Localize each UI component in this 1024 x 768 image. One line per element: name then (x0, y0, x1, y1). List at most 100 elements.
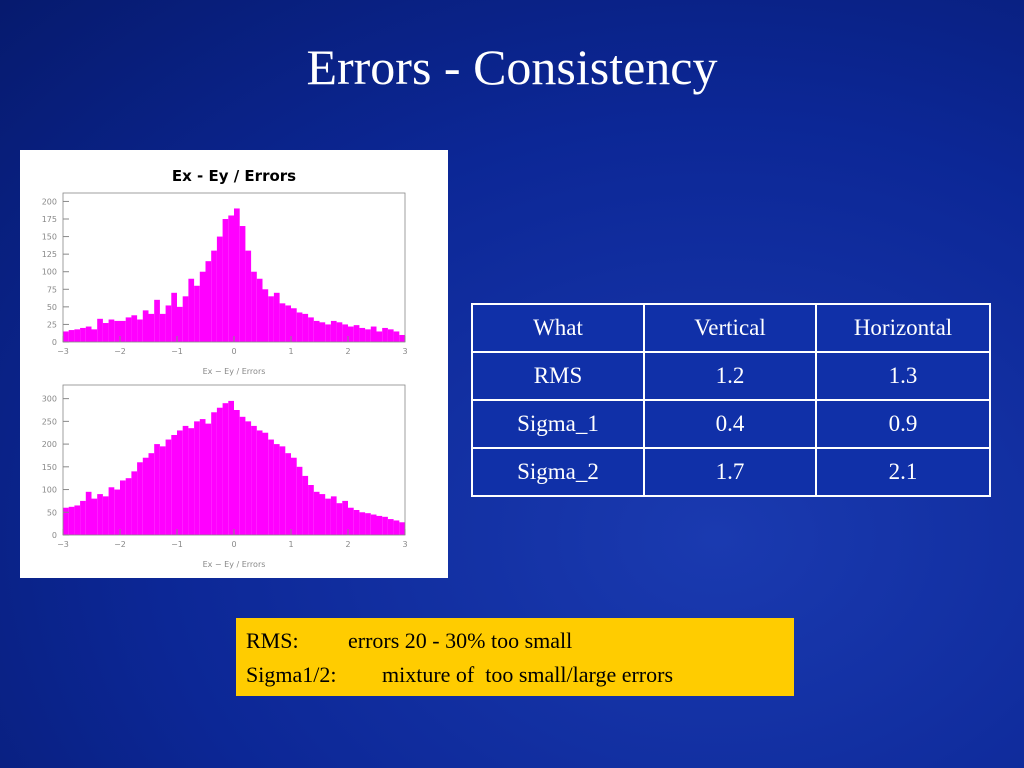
histogram-bar (291, 457, 297, 535)
x-tick-label: −3 (57, 347, 69, 356)
histogram-bar (376, 331, 383, 342)
histogram-bar (285, 453, 291, 535)
histogram-bar (194, 421, 200, 535)
y-tick-label: 150 (42, 463, 57, 472)
histogram-bar (159, 446, 166, 535)
x-tick-label: 1 (288, 347, 293, 356)
note-text: mixture of too small/large errors (382, 662, 674, 687)
histogram-bar (302, 475, 309, 535)
histogram-bar (171, 292, 177, 342)
histogram-bar (308, 317, 314, 342)
histogram-bar (387, 329, 394, 342)
histogram-bar (211, 412, 217, 535)
histogram-bar (154, 299, 160, 342)
histogram-bar (256, 430, 263, 535)
histogram-bar (353, 325, 360, 342)
histogram-bar (387, 519, 394, 535)
histogram-bar (199, 419, 206, 535)
histogram-bar (131, 471, 138, 535)
histogram-bar (228, 215, 234, 342)
histogram-bar (85, 326, 92, 342)
histogram-bar (279, 303, 286, 342)
histogram-bar (177, 306, 183, 342)
histogram-bar (91, 498, 98, 535)
x-tick-label: 0 (231, 540, 236, 549)
y-tick-label: 0 (52, 531, 57, 540)
y-tick-label: 0 (52, 338, 57, 347)
y-tick-label: 250 (42, 417, 57, 426)
histogram-bar (234, 208, 240, 342)
histogram-bar (108, 319, 115, 342)
cell: Sigma_1 (471, 399, 645, 449)
histogram-bar (376, 515, 383, 535)
cell: 0.9 (815, 399, 991, 449)
histogram-bar (120, 480, 126, 535)
slide-title: Errors - Consistency (306, 39, 718, 95)
histogram-bar (279, 446, 286, 535)
cell: 1.3 (815, 351, 991, 401)
histogram-bar (205, 261, 212, 342)
histogram-bar (239, 416, 246, 535)
histogram-bar (273, 444, 280, 535)
y-tick-label: 100 (42, 268, 57, 277)
histogram-bar (365, 329, 371, 342)
histogram-bar (68, 506, 75, 535)
histogram-bar (353, 510, 360, 535)
histogram-bar (148, 453, 155, 535)
histogram-bar (171, 435, 177, 535)
histogram-bar (251, 425, 257, 535)
histogram-bar (382, 516, 388, 535)
table-header: What Vertical Horizontal (471, 303, 991, 353)
histogram-bar (159, 313, 166, 342)
histogram-bar (256, 278, 263, 342)
cell: 0.4 (643, 399, 817, 449)
histogram-bar (216, 236, 223, 342)
histogram-bar (308, 485, 314, 535)
histogram-bar (114, 320, 120, 342)
histogram-bar (177, 430, 183, 535)
header-cell: Vertical (643, 303, 817, 353)
x-tick-label: −3 (57, 540, 69, 549)
histogram-bar (80, 327, 86, 342)
cell: 1.7 (643, 447, 817, 497)
y-tick-label: 25 (47, 320, 57, 329)
x-tick-label: −2 (114, 540, 126, 549)
y-tick-label: 200 (42, 197, 57, 206)
histogram-bar (313, 491, 320, 535)
histogram-bar (348, 507, 354, 535)
histogram-bar (182, 425, 189, 535)
histogram-bar (63, 331, 69, 342)
x-tick-label: −1 (171, 347, 183, 356)
note-label: Sigma1/2: (246, 662, 337, 687)
histogram-bar (165, 305, 172, 342)
histogram-bar (137, 462, 143, 535)
histogram-bar (63, 507, 69, 535)
note-label: RMS: (246, 628, 299, 653)
cell: RMS (471, 351, 645, 401)
histogram-bar (205, 423, 212, 535)
histogram-bar (188, 428, 195, 535)
histogram-bar (154, 444, 160, 535)
histogram-bar (108, 487, 115, 535)
histogram-bar (296, 466, 303, 535)
y-tick-label: 100 (42, 486, 57, 495)
histogram-bar (211, 250, 217, 342)
x-tick-label: 2 (345, 540, 350, 549)
histogram-bar (342, 324, 348, 342)
histogram-bar (319, 322, 326, 342)
histogram-bar (296, 312, 303, 342)
histogram-bar (239, 226, 246, 342)
x-tick-label: 2 (345, 347, 350, 356)
histogram-bar (131, 315, 138, 342)
cell: Sigma_2 (471, 447, 645, 497)
cell: 1.2 (643, 351, 817, 401)
histogram-bar (74, 329, 81, 342)
histogram-bar (302, 313, 309, 342)
histogram-bar (234, 410, 240, 535)
histogram-bar (142, 457, 149, 535)
x-tick-label: 3 (402, 347, 407, 356)
histogram-bar (336, 322, 343, 342)
histogram-bar (251, 271, 257, 342)
y-tick-label: 50 (47, 303, 57, 312)
